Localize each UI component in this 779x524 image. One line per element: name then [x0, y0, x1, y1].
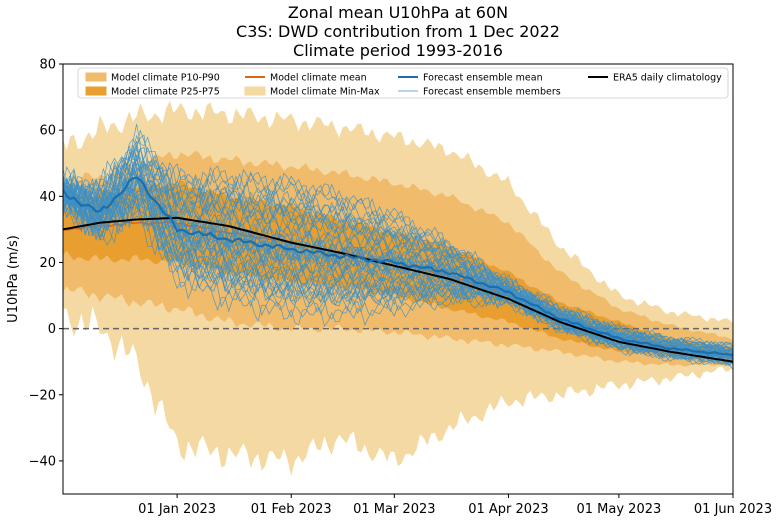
- y-axis-label: U10hPa (m/s): [6, 235, 21, 323]
- x-tick-label: 01 May 2023: [576, 502, 661, 517]
- legend-item-members: Forecast ensemble members: [398, 87, 561, 98]
- y-tick-label: −40: [29, 454, 56, 469]
- x-axis: 01 Jan 2023 01 Feb 2023 01 Mar 2023 01 Apr …: [138, 494, 772, 517]
- ensemble-member-line: [63, 164, 733, 355]
- x-tick-label: 01 Jun 2023: [694, 502, 772, 517]
- plot-frame: [62, 63, 734, 495]
- legend-item-p1090: Model climate P10-P90: [85, 72, 220, 84]
- legend-swatch: [244, 86, 266, 96]
- y-tick-label: 40: [39, 190, 56, 205]
- line-era5-daily-climatology: [63, 216, 733, 363]
- legend-label: Model climate P10-P90: [111, 73, 220, 84]
- chart-title-line-3: Climate period 1993-2016: [293, 41, 503, 60]
- y-tick-label: 0: [48, 322, 56, 337]
- legend-item-p2575: Model climate P25-P75: [85, 86, 220, 98]
- ensemble-member-line: [63, 193, 733, 364]
- legend-label: Model climate Min-Max: [270, 87, 380, 98]
- legend-label: Model climate mean: [270, 73, 367, 84]
- y-tick-label: −20: [29, 388, 56, 403]
- plot-area: [63, 100, 733, 477]
- legend-label: Forecast ensemble mean: [423, 73, 543, 84]
- legend-swatch: [85, 72, 107, 82]
- legend-item-minmax: Model climate Min-Max: [244, 86, 380, 98]
- chart-title-line-1: Zonal mean U10hPa at 60N: [288, 3, 508, 22]
- x-tick-label: 01 Feb 2023: [251, 502, 332, 517]
- x-tick-label: 01 Apr 2023: [468, 502, 548, 517]
- ensemble-member-line: [63, 134, 733, 348]
- y-tick-label: 60: [39, 124, 56, 139]
- ensemble-member-line: [63, 134, 733, 351]
- legend-label: Model climate P25-P75: [111, 87, 220, 98]
- legend-frame: [77, 67, 729, 99]
- legend-item-mean: Model climate mean: [245, 73, 367, 84]
- x-tick-label: 01 Mar 2023: [353, 502, 435, 517]
- legend: Model climate P10-P90 Model climate P25-P…: [77, 67, 729, 99]
- y-tick-label: 20: [39, 256, 56, 271]
- chart-title-line-2: C3S: DWD contribution from 1 Dec 2022: [236, 22, 560, 41]
- legend-swatch: [85, 86, 107, 96]
- legend-label: ERA5 daily climatology: [613, 73, 722, 84]
- ensemble-member-line: [63, 203, 733, 371]
- ensemble-member-line: [63, 190, 733, 366]
- legend-item-era5: ERA5 daily climatology: [588, 73, 722, 84]
- legend-item-fcmean: Forecast ensemble mean: [398, 73, 543, 84]
- y-tick-label: 80: [39, 58, 56, 73]
- y-axis: −40 −20 0 20 40 60 80: [29, 58, 63, 469]
- legend-label: Forecast ensemble members: [423, 87, 561, 98]
- x-tick-label: 01 Jan 2023: [138, 502, 216, 517]
- chart-title: Zonal mean U10hPa at 60N C3S: DWD contri…: [236, 3, 560, 60]
- line-forecast-ensemble-mean: [63, 176, 733, 357]
- ensemble-member-line: [63, 148, 733, 352]
